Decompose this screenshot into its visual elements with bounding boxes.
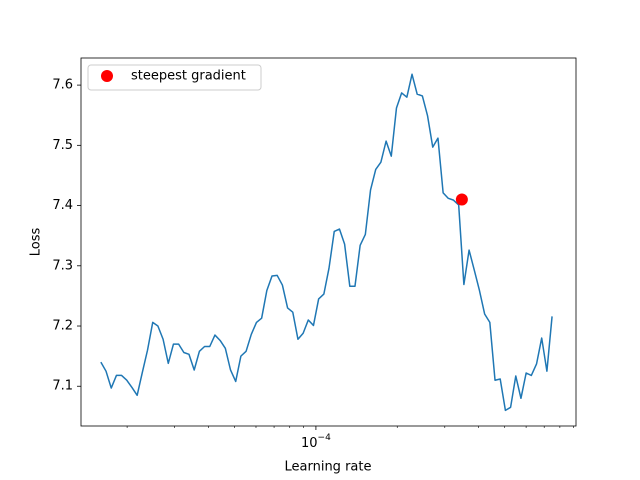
y-tick-label: 7.1 xyxy=(52,379,73,394)
x-tick-label: 10−4 xyxy=(301,433,331,451)
y-tick-label: 7.2 xyxy=(52,319,73,334)
y-tick-label: 7.6 xyxy=(52,78,73,93)
legend-box xyxy=(87,64,262,91)
y-axis-label: Loss xyxy=(29,228,44,257)
legend-label: steepest gradient xyxy=(131,69,246,84)
y-tick-label: 7.3 xyxy=(52,258,73,273)
legend-marker xyxy=(101,70,113,82)
axes-frame xyxy=(80,57,577,427)
steepest-marker xyxy=(455,193,468,206)
y-tick-label: 7.4 xyxy=(52,198,73,213)
x-axis-label: Learning rate xyxy=(285,460,372,475)
legend: steepest gradient xyxy=(87,64,262,91)
loss-line xyxy=(100,73,553,412)
y-tick-label: 7.5 xyxy=(52,138,73,153)
